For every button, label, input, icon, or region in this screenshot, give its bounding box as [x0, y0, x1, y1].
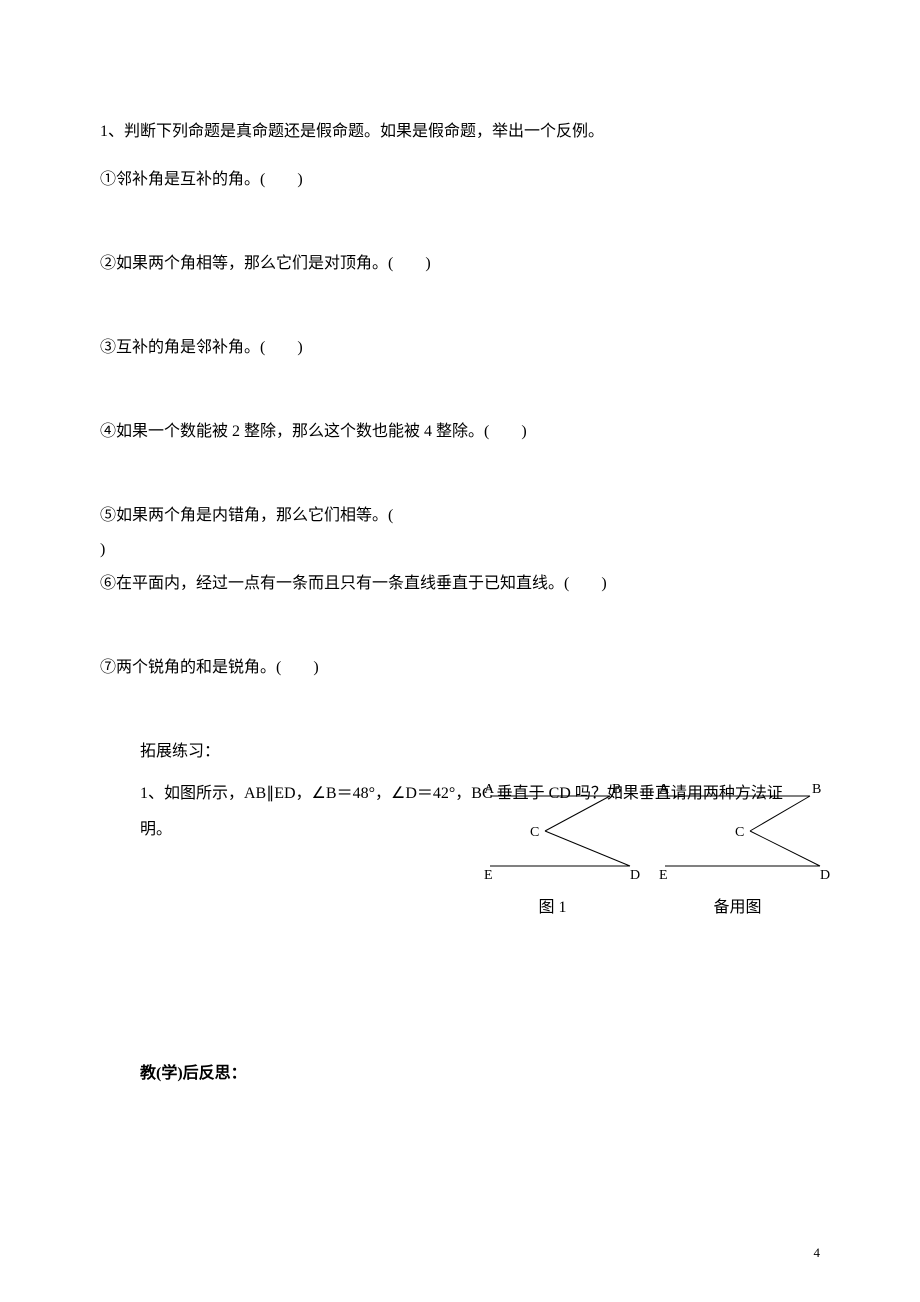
figure-panel-1: A B C E D: [484, 782, 640, 883]
page-root: 1、判断下列命题是真命题还是假命题。如果是假命题，举出一个反例。 ①邻补角是互补…: [0, 0, 920, 1146]
fig2-label-E: E: [659, 868, 668, 883]
extension-block: 拓展练习： 1、如图所示，AB∥ED，∠B＝48°，∠D＝42°，BC 垂直于 …: [100, 740, 820, 842]
figure-container: A B C E D A B C E D: [460, 776, 830, 920]
fig2-label-C: C: [735, 825, 744, 840]
reflection-title: 教(学)后反思：: [140, 1065, 247, 1082]
question-1-item-3: ③互补的角是邻补角。( ): [100, 336, 820, 360]
fig2-label-D: D: [820, 868, 830, 883]
question-1-item-5b: ): [100, 538, 820, 562]
extension-title: 拓展练习：: [140, 740, 820, 764]
fig1-label-A: A: [484, 782, 495, 797]
geometry-figure-svg: A B C E D A B C E D: [460, 776, 830, 896]
question-1-intro: 1、判断下列命题是真命题还是假命题。如果是假命题，举出一个反例。: [100, 120, 820, 144]
question-1-item-2: ②如果两个角相等，那么它们是对顶角。( ): [100, 252, 820, 276]
reflection-section: 教(学)后反思：: [100, 1062, 820, 1086]
figure-panel-2: A B C E D: [659, 782, 830, 883]
question-1-item-6: ⑥在平面内，经过一点有一条而且只有一条直线垂直于已知直线。( ): [100, 572, 820, 596]
fig1-label-E: E: [484, 868, 493, 883]
question-1-item-5a: ⑤如果两个角是内错角，那么它们相等。(: [100, 504, 820, 528]
figure-caption-left: 图 1: [460, 896, 645, 920]
question-1: 1、判断下列命题是真命题还是假命题。如果是假命题，举出一个反例。 ①邻补角是互补…: [100, 120, 820, 680]
question-1-item-7: ⑦两个锐角的和是锐角。( ): [100, 656, 820, 680]
figure-caption-right: 备用图: [645, 896, 830, 920]
fig1-label-C: C: [530, 825, 539, 840]
figure-captions: 图 1 备用图: [460, 896, 830, 920]
fig1-label-D: D: [630, 868, 640, 883]
fig2-label-B: B: [812, 782, 821, 797]
question-1-item-4: ④如果一个数能被 2 整除，那么这个数也能被 4 整除。( ): [100, 420, 820, 444]
fig1-label-B: B: [612, 782, 621, 797]
fig2-label-A: A: [659, 782, 670, 797]
page-number: 4: [814, 1243, 821, 1263]
question-1-item-1: ①邻补角是互补的角。( ): [100, 168, 820, 192]
